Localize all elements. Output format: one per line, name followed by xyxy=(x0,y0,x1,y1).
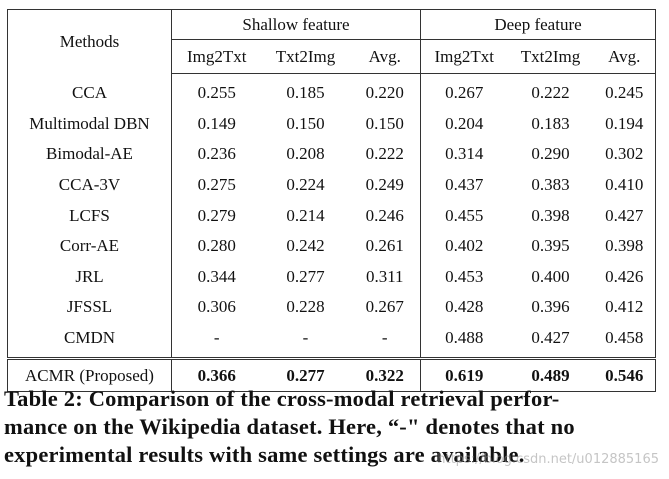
value-cell: 0.426 xyxy=(605,266,644,286)
value-cell: 0.267 xyxy=(349,292,422,323)
shallow-feature-header: Shallow feature xyxy=(171,9,422,40)
value-cell: 0.398 xyxy=(531,205,570,225)
proposed-method-row: ACMR (Proposed) 0.366 0.277 0.322 0.619 0.489… xyxy=(7,357,656,392)
value-cell: 0.208 xyxy=(286,144,325,164)
subheader-img2txt-shallow: Img2Txt xyxy=(171,39,262,74)
method-cell: Bimodal-AE xyxy=(7,139,172,170)
value-cell: - xyxy=(302,328,309,348)
deep-feature-header: Deep feature xyxy=(494,14,582,34)
value-cell: 0.249 xyxy=(349,169,422,201)
table-row: Multimodal DBN 0.149 0.150 0.150 0.204 0.183 0… xyxy=(7,108,656,140)
value-cell: 0.410 xyxy=(605,175,644,195)
value-cell: 0.402 xyxy=(445,236,484,256)
value-cell: 0.277 xyxy=(261,357,350,392)
value-cell: 0.280 xyxy=(197,236,236,256)
method-cell: ACMR (Proposed) xyxy=(7,357,172,392)
value-cell: 0.277 xyxy=(286,266,325,286)
watermark: https://blog.csdn.net/u012885165 xyxy=(437,452,659,467)
value-cell: 0.489 xyxy=(507,357,594,392)
table-row: CCA 0.255 0.185 0.220 0.267 0.222 0.245 xyxy=(7,73,656,109)
value-cell: 0.261 xyxy=(349,230,422,262)
value-cell: 0.236 xyxy=(197,144,236,164)
value-cell: 0.314 xyxy=(445,144,484,164)
value-cell: 0.322 xyxy=(349,357,422,392)
value-cell: 0.246 xyxy=(349,200,422,231)
method-cell: CCA xyxy=(7,73,172,109)
value-cell: 0.224 xyxy=(286,175,325,195)
table-row: Corr-AE 0.280 0.242 0.261 0.402 0.395 0.398 xyxy=(7,230,656,262)
results-table: Methods Shallow feature Deep feature Img… xyxy=(7,9,657,393)
value-cell: 0.427 xyxy=(531,328,570,348)
caption-line-3: experimental results with same settings … xyxy=(4,442,525,467)
value-cell: 0.398 xyxy=(605,236,644,256)
value-cell: 0.245 xyxy=(605,83,644,103)
caption-line-2: mance on the Wikipedia dataset. Here, “-… xyxy=(4,414,575,439)
table-row: LCFS 0.279 0.214 0.246 0.455 0.398 0.427 xyxy=(7,200,656,231)
methods-header: Methods xyxy=(7,9,172,74)
subheader-txt2img-shallow: Txt2Img xyxy=(261,39,350,74)
value-cell: 0.412 xyxy=(605,297,644,317)
value-cell: 0.150 xyxy=(349,108,422,140)
method-cell: LCFS xyxy=(7,200,172,231)
value-cell: 0.453 xyxy=(445,266,484,286)
value-cell: - xyxy=(349,322,422,359)
value-cell: 0.267 xyxy=(445,83,484,103)
subheader-avg-deep: Avg. xyxy=(593,39,656,74)
value-cell: 0.437 xyxy=(445,175,484,195)
table-row: JRL 0.344 0.277 0.311 0.453 0.400 0.426 xyxy=(7,261,656,293)
method-cell: CCA-3V xyxy=(7,169,172,201)
value-cell: 0.383 xyxy=(531,175,570,195)
value-cell: 0.255 xyxy=(197,83,236,103)
value-cell: 0.149 xyxy=(197,113,236,133)
method-cell: Corr-AE xyxy=(7,230,172,262)
value-cell: 0.194 xyxy=(605,113,644,133)
results-table-container: Methods Shallow feature Deep feature Img… xyxy=(7,9,657,393)
value-cell: 0.428 xyxy=(445,297,484,317)
value-cell: 0.311 xyxy=(349,261,422,293)
value-cell: 0.150 xyxy=(286,113,325,133)
subheader-txt2img-deep: Txt2Img xyxy=(507,39,594,74)
table-row: Bimodal-AE 0.236 0.208 0.222 0.314 0.290 0.302 xyxy=(7,139,656,170)
value-cell: 0.306 xyxy=(197,297,236,317)
value-cell: 0.222 xyxy=(349,139,422,170)
value-cell: 0.204 xyxy=(445,113,484,133)
method-cell: JRL xyxy=(7,261,172,293)
value-cell: 0.220 xyxy=(349,73,422,109)
subheader-img2txt-deep: Img2Txt xyxy=(420,39,508,74)
value-cell: 0.222 xyxy=(531,83,570,103)
value-cell: 0.546 xyxy=(593,357,656,392)
value-cell: 0.396 xyxy=(531,297,570,317)
value-cell: 0.290 xyxy=(531,144,570,164)
value-cell: 0.275 xyxy=(197,175,236,195)
method-cell: CMDN xyxy=(7,322,172,359)
value-cell: 0.279 xyxy=(197,205,236,225)
value-cell: 0.458 xyxy=(605,328,644,348)
value-cell: 0.400 xyxy=(531,266,570,286)
value-cell: 0.395 xyxy=(531,236,570,256)
value-cell: - xyxy=(213,328,220,348)
value-cell: 0.185 xyxy=(286,83,325,103)
value-cell: 0.619 xyxy=(420,357,508,392)
value-cell: 0.242 xyxy=(286,236,325,256)
value-cell: 0.427 xyxy=(605,205,644,225)
value-cell: 0.302 xyxy=(605,144,644,164)
table-row: CCA-3V 0.275 0.224 0.249 0.437 0.383 0.410 xyxy=(7,169,656,201)
method-cell: JFSSL xyxy=(7,292,172,323)
value-cell: 0.488 xyxy=(445,328,484,348)
table-row: CMDN - - - 0.488 0.427 0.458 xyxy=(7,322,656,359)
value-cell: 0.455 xyxy=(445,205,484,225)
caption-line-1: Table 2: Comparison of the cross-modal r… xyxy=(4,386,560,411)
subheader-avg-shallow: Avg. xyxy=(349,39,422,74)
table-row: JFSSL 0.306 0.228 0.267 0.428 0.396 0.412 xyxy=(7,292,656,323)
table-caption: Table 2: Comparison of the cross-modal r… xyxy=(4,385,664,469)
value-cell: 0.344 xyxy=(197,266,236,286)
value-cell: 0.183 xyxy=(531,113,570,133)
value-cell: 0.228 xyxy=(286,297,325,317)
value-cell: 0.214 xyxy=(286,205,325,225)
method-cell: Multimodal DBN xyxy=(7,108,172,140)
value-cell: 0.366 xyxy=(171,357,262,392)
